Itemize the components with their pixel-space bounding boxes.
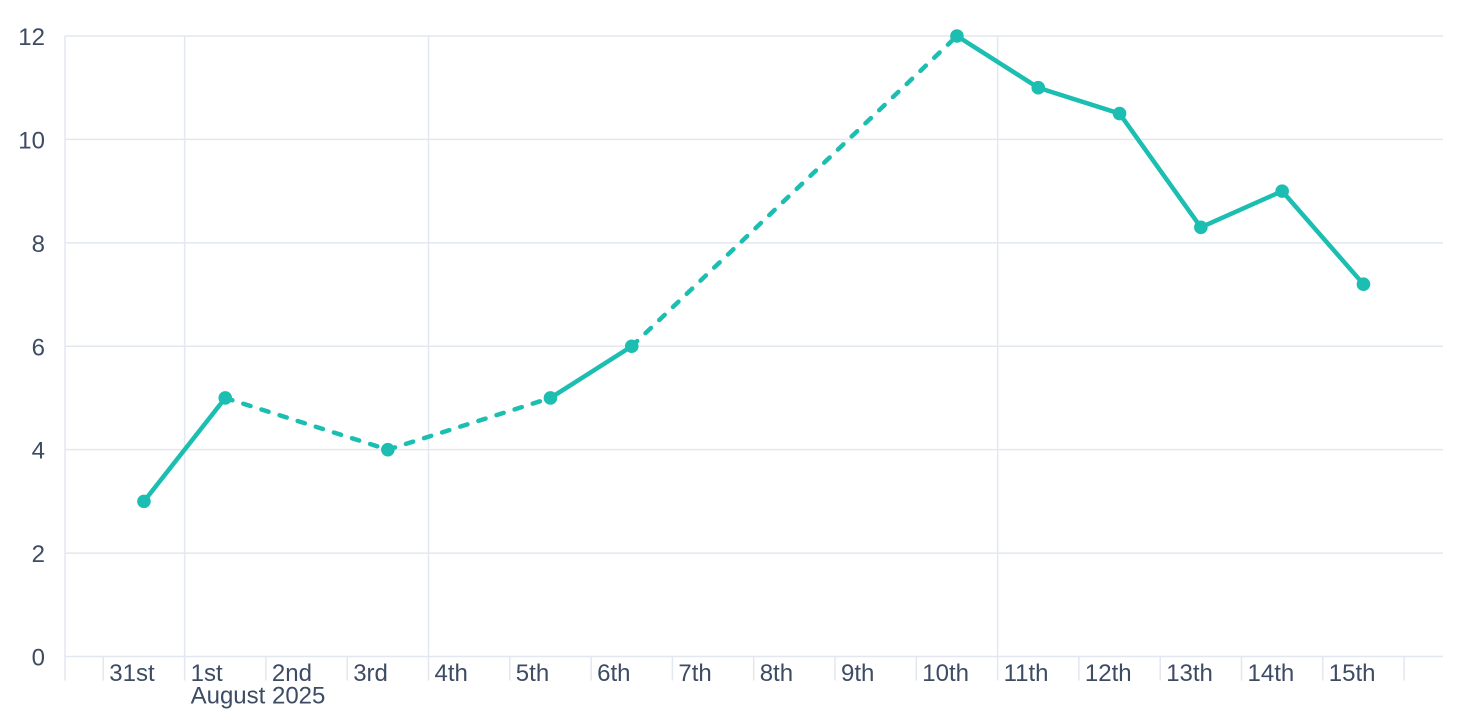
- data-point[interactable]: [381, 442, 395, 457]
- data-point[interactable]: [1112, 106, 1127, 121]
- x-tick-label: 6th: [597, 660, 630, 687]
- y-tick-label: 4: [32, 438, 45, 465]
- x-tick-label: 15th: [1329, 660, 1376, 687]
- x-tick-label: 31st: [109, 660, 155, 687]
- x-tick-label: 11th: [1004, 660, 1049, 687]
- data-point[interactable]: [137, 494, 151, 509]
- series-segment: [1198, 188, 1285, 230]
- x-tick-label: 2nd: [272, 660, 312, 687]
- data-point[interactable]: [1275, 184, 1289, 198]
- data-point[interactable]: [218, 391, 233, 405]
- y-tick-label: 2: [32, 541, 45, 568]
- data-point[interactable]: [1031, 80, 1046, 95]
- x-tick-label: 12th: [1085, 660, 1132, 687]
- series-segment: [954, 33, 1041, 90]
- x-tick-label: 14th: [1248, 660, 1295, 687]
- series-segment: [548, 344, 634, 401]
- x-tick-label: 8th: [760, 660, 793, 687]
- y-tick-label: 10: [18, 127, 45, 154]
- y-tick-label: 8: [32, 231, 45, 258]
- data-point[interactable]: [950, 29, 964, 43]
- series-segment-interpolated: [385, 395, 553, 452]
- x-tick-label: 7th: [678, 660, 711, 687]
- y-tick-label: 0: [32, 645, 45, 672]
- x-tick-label: 9th: [841, 660, 874, 687]
- x-tick-label: 13th: [1166, 660, 1213, 687]
- series-segment: [1279, 188, 1366, 287]
- y-tick-label: 6: [32, 334, 45, 361]
- x-tick-label: 4th: [435, 660, 468, 687]
- x-tick-label: 1st: [191, 660, 223, 687]
- x-tick-label: 3rd: [353, 660, 388, 687]
- y-tick-label: 12: [18, 24, 45, 51]
- x-axis-month-label: August 2025: [191, 683, 326, 710]
- series-segment: [1036, 85, 1122, 116]
- x-tick-label: 5th: [516, 660, 549, 687]
- data-point[interactable]: [1356, 277, 1371, 292]
- x-tick-label: 10th: [922, 660, 969, 687]
- data-point[interactable]: [624, 339, 639, 354]
- series-segment: [1117, 111, 1204, 230]
- series-segment-interpolated: [223, 395, 391, 452]
- data-point[interactable]: [1194, 220, 1208, 235]
- data-point[interactable]: [543, 391, 558, 405]
- series-segment-interpolated: [629, 33, 960, 349]
- series-segment: [141, 395, 228, 504]
